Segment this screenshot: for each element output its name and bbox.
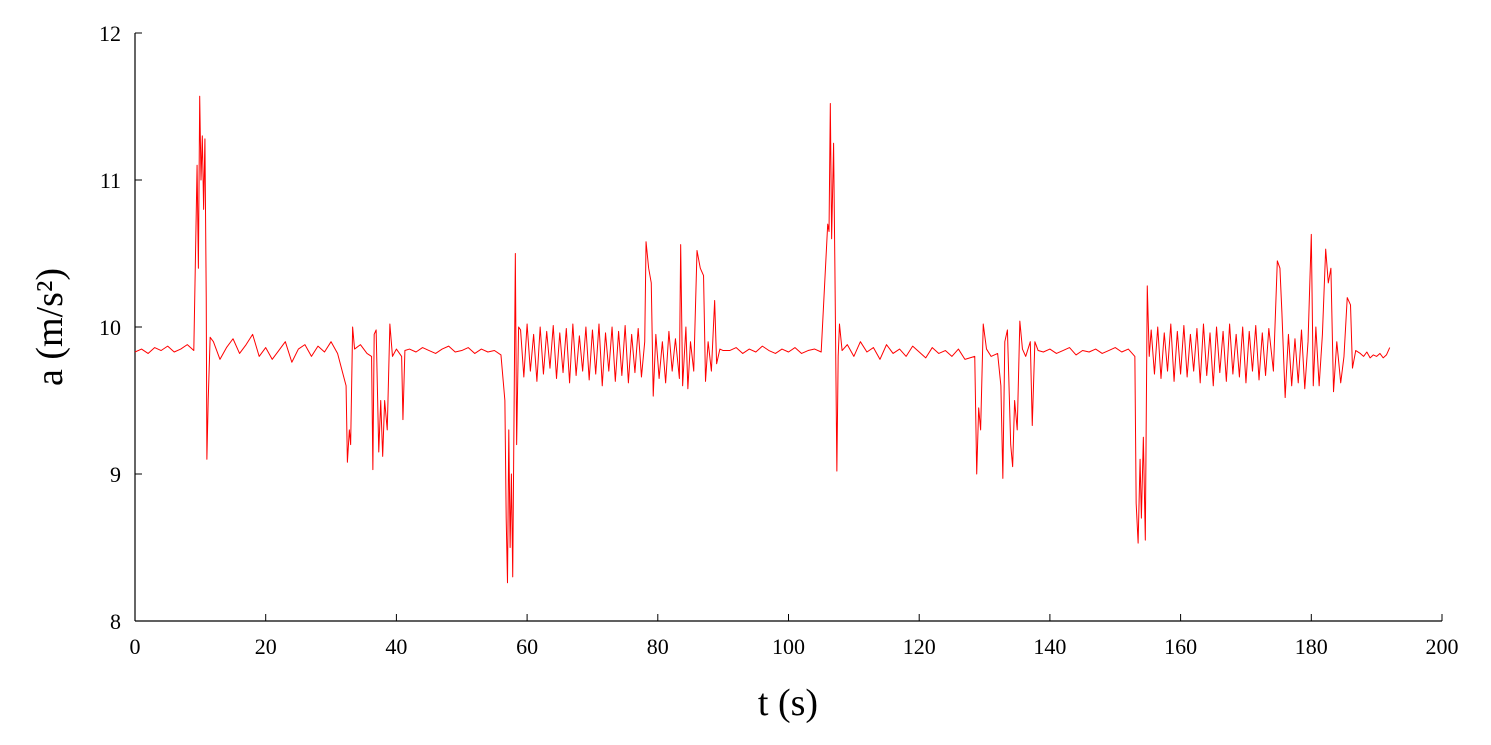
x-tick-label: 200 bbox=[1426, 634, 1459, 659]
data-line bbox=[134, 95, 1391, 584]
x-tick-label: 140 bbox=[1033, 634, 1066, 659]
y-tick-label: 12 bbox=[99, 21, 121, 46]
x-tick-label: 60 bbox=[516, 634, 538, 659]
y-tick-label: 8 bbox=[110, 609, 121, 634]
x-tick-label: 180 bbox=[1295, 634, 1328, 659]
y-tick-label: 9 bbox=[110, 462, 121, 487]
x-tick-label: 20 bbox=[255, 634, 277, 659]
x-tick-label: 0 bbox=[130, 634, 141, 659]
x-tick-label: 160 bbox=[1164, 634, 1197, 659]
x-tick-label: 120 bbox=[903, 634, 936, 659]
x-axis-label: t (s) bbox=[758, 682, 818, 724]
x-tick-label: 40 bbox=[385, 634, 407, 659]
x-tick-label: 80 bbox=[647, 634, 669, 659]
x-tick-label: 100 bbox=[772, 634, 805, 659]
y-tick-label: 11 bbox=[100, 168, 121, 193]
y-tick-label: 10 bbox=[99, 315, 121, 340]
y-axis-label: a (m/s²) bbox=[29, 268, 71, 386]
